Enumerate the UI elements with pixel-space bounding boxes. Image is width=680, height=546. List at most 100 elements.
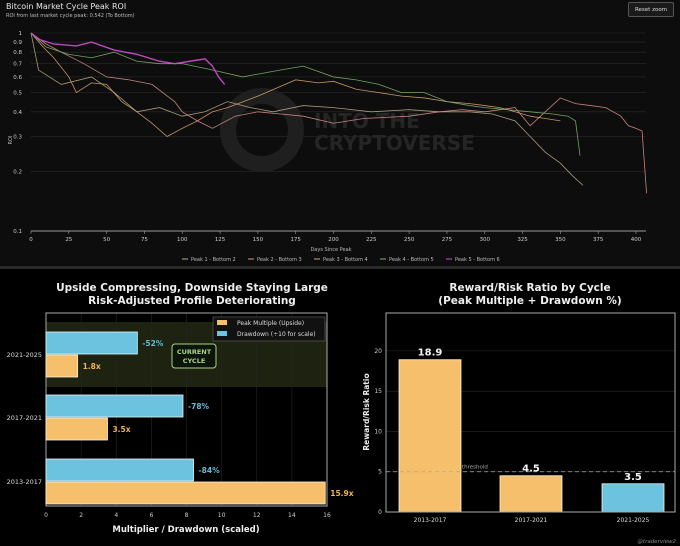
y-tick-label: 0.3 — [13, 135, 22, 141]
reset-zoom-button[interactable]: Reset zoom — [628, 2, 674, 17]
x-tick-label: 275 — [442, 237, 453, 243]
upside-bar — [45, 417, 108, 441]
plot-frame — [385, 312, 676, 513]
chart2-title-line: Upside Compressing, Downside Staying Lar… — [56, 282, 328, 294]
x-tick-label: 350 — [555, 237, 566, 243]
x-tick-label: 16 — [323, 512, 331, 519]
x-tick-label: 175 — [290, 237, 301, 243]
x-tick-label: 0 — [29, 237, 33, 243]
legend-box — [212, 316, 326, 342]
legend-swatch — [217, 331, 227, 336]
upside-label: 3.5x — [112, 425, 130, 434]
x-tick-label: 12 — [253, 512, 261, 519]
watermark-line-2: CRYPTOVERSE — [314, 131, 475, 155]
y-tick-label: 0.9 — [13, 40, 22, 46]
x-tick-label: 300 — [480, 237, 491, 243]
y-tick-label: 0.6 — [13, 75, 22, 81]
ratio-value-label: 3.5 — [624, 472, 642, 483]
current-cycle-text: CYCLE — [183, 357, 206, 365]
x-tick-label: 14 — [288, 512, 296, 519]
drawdown-bar — [45, 394, 184, 418]
legend-item: Peak 2 - Bottom 3 — [257, 257, 302, 263]
x-tick-label: 375 — [593, 237, 604, 243]
ratio-value-label: 18.9 — [418, 348, 443, 359]
legend-label: Peak Multiple (Upside) — [237, 320, 304, 327]
roi-chart-panel: Bitcoin Market Cycle Peak ROI ROI from l… — [0, 0, 680, 266]
x-tick-label: 0 — [44, 512, 48, 519]
y-tick-label: 0 — [378, 509, 382, 516]
ratio-bar — [601, 483, 665, 513]
current-cycle-text: CURRENT — [177, 348, 212, 356]
y-axis-title: Reward/Risk Ratio — [362, 373, 371, 450]
series-line-2 — [30, 32, 647, 194]
y-tick-label: 0.4 — [13, 110, 22, 116]
series-line-4 — [30, 32, 581, 156]
legend-label: Drawdown (÷10 for scale) — [237, 331, 316, 338]
roi-chart-subtitle: ROI from last market cycle peak: 0.542 (… — [6, 13, 135, 19]
x-tick-label: 2 — [79, 512, 83, 519]
y-tick-label: 10 — [374, 428, 382, 435]
x-tick-label: 4 — [114, 512, 118, 519]
x-tick-label: 50 — [103, 237, 110, 243]
y-tick-label: 1 — [19, 31, 23, 37]
x-category-label: 2021-2025 — [617, 517, 650, 524]
x-tick-label: 400 — [631, 237, 642, 243]
x-tick-label: 10 — [218, 512, 226, 519]
x-tick-label: 325 — [517, 237, 528, 243]
legend-item: Peak 4 - Bottom 5 — [389, 257, 434, 263]
watermark-logo-icon — [220, 88, 304, 172]
series-line-5 — [30, 32, 226, 85]
panel-divider — [0, 266, 680, 269]
legend-item: Peak 1 - Bottom 2 — [191, 257, 236, 263]
y-tick-label: 5 — [378, 469, 382, 476]
y-category-label: 2017-2021 — [7, 414, 42, 422]
drawdown-label: -78% — [188, 402, 210, 411]
ratio-bar — [499, 475, 563, 513]
x-tick-label: 225 — [366, 237, 377, 243]
upside-label: 1.8x — [83, 362, 101, 371]
x-tick-label: 8 — [185, 512, 189, 519]
upside-bar — [45, 354, 79, 378]
drawdown-label: -52% — [142, 339, 164, 348]
x-tick-label: 25 — [65, 237, 72, 243]
y-axis-title: ROI — [8, 136, 14, 145]
x-axis-title: Days Since Peak — [310, 247, 351, 253]
x-tick-label: 150 — [253, 237, 264, 243]
current-cycle-badge — [171, 343, 217, 369]
ratio-value-label: 4.5 — [522, 464, 540, 475]
x-tick-label: 6 — [149, 512, 153, 519]
ratio-bar — [398, 359, 462, 513]
drawdown-label: -84% — [199, 466, 221, 475]
x-tick-label: 200 — [328, 237, 339, 243]
upside-label: 15.9x — [330, 489, 354, 498]
y-category-label: 2013-2017 — [7, 478, 42, 486]
x-tick-label: 100 — [177, 237, 188, 243]
y-tick-label: 0.5 — [13, 91, 22, 97]
chart2-title-line: Risk-Adjusted Profile Deteriorating — [88, 295, 296, 307]
y-category-label: 2021-2025 — [7, 351, 42, 359]
y-tick-label: 0.2 — [13, 169, 22, 175]
drawdown-bar — [45, 331, 138, 355]
series-line-3 — [30, 32, 561, 138]
x-tick-label: 125 — [215, 237, 226, 243]
threshold-label: threshold — [462, 465, 488, 471]
legend-item: Peak 5 - Bottom 6 — [455, 257, 500, 263]
y-tick-label: 20 — [374, 348, 382, 355]
credit-text: @traderview2 — [637, 539, 676, 545]
x-axis-title: Multiplier / Drawdown (scaled) — [112, 525, 259, 535]
x-category-label: 2013-2017 — [414, 517, 447, 524]
x-category-label: 2017-2021 — [515, 517, 548, 524]
y-tick-label: 0.7 — [13, 62, 22, 68]
y-tick-label: 0.8 — [13, 50, 22, 56]
x-tick-label: 75 — [141, 237, 148, 243]
chart3-title-line: Reward/Risk Ratio by Cycle — [449, 282, 610, 294]
x-tick-label: 250 — [404, 237, 415, 243]
upside-bar — [45, 481, 326, 505]
y-tick-label: 15 — [374, 388, 382, 395]
roi-chart-title: Bitcoin Market Cycle Peak ROI — [6, 2, 127, 11]
drawdown-bar — [45, 458, 194, 482]
legend-swatch — [217, 320, 227, 325]
legend-item: Peak 3 - Bottom 4 — [323, 257, 368, 263]
watermark-line-1: INTO THE — [314, 109, 420, 133]
